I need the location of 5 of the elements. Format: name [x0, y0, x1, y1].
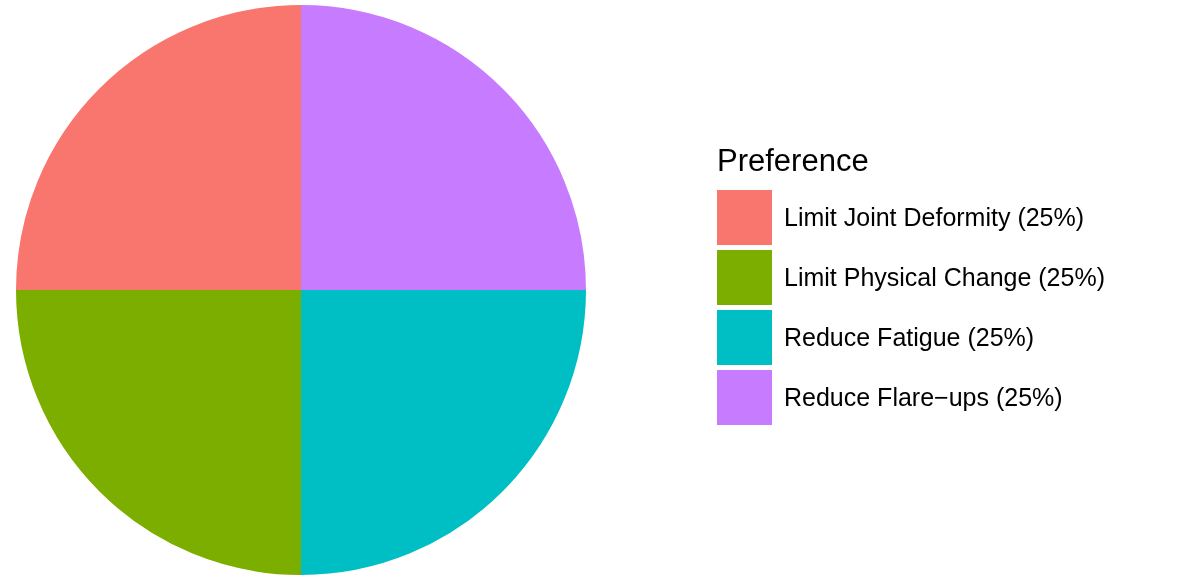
- legend-label: Limit Joint Deformity (25%): [784, 202, 1085, 232]
- legend-label: Reduce Fatigue (25%): [784, 322, 1035, 352]
- legend-label: Reduce Flare−ups (25%): [784, 382, 1063, 412]
- legend-title: Preference: [717, 143, 870, 179]
- legend-label: Limit Physical Change (25%): [784, 262, 1105, 292]
